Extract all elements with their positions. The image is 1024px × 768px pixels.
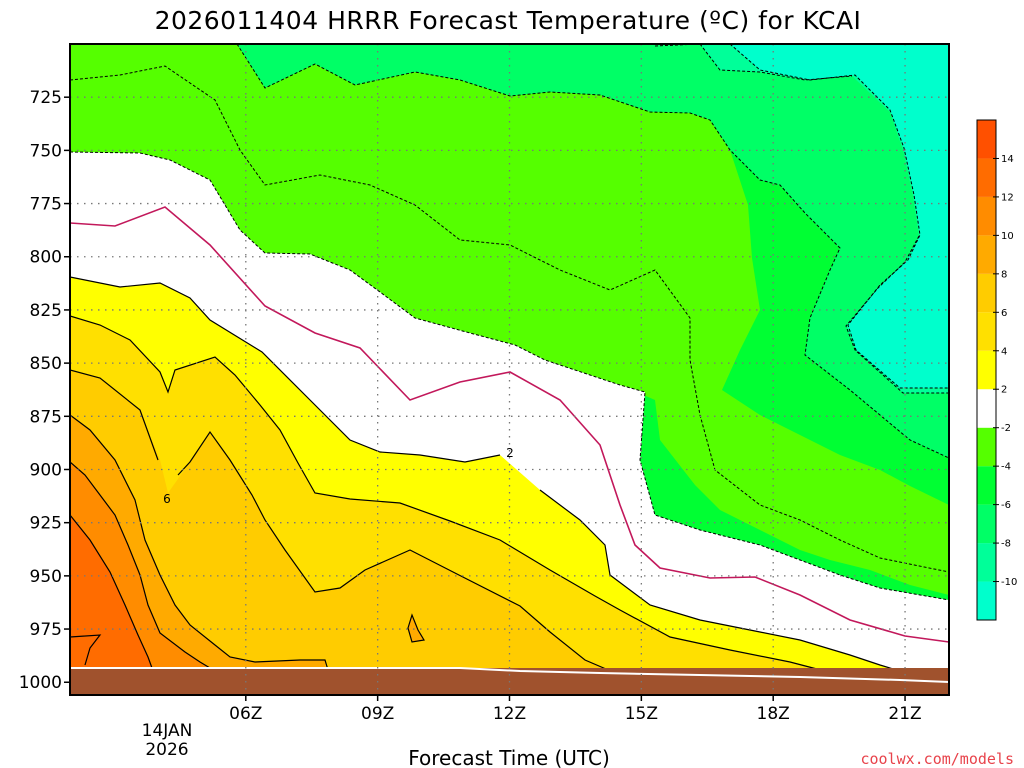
contour-minus-6 — [236, 44, 949, 459]
colorbar-swatch — [977, 427, 996, 467]
colorbar-label: 10 — [1001, 231, 1014, 242]
contour-4 — [70, 276, 949, 681]
colorbar-label: -10 — [1001, 577, 1017, 588]
y-tick-label: 725 — [30, 88, 62, 108]
colorbar: -10 -8 -6 -4 -2 2 4 6 8 10 12 14 — [976, 119, 1017, 621]
y-tick-label: 875 — [30, 407, 62, 427]
y-tick-label: 800 — [30, 248, 62, 268]
contour-label-6: 6 — [163, 492, 171, 506]
colorbar-swatch — [977, 350, 996, 390]
x-axis-title: Forecast Time (UTC) — [408, 746, 610, 768]
contour-minus-2 — [70, 151, 949, 601]
colorbar-swatch — [977, 158, 996, 197]
fill-band-6 — [70, 370, 949, 695]
x-tick-label: 12Z — [493, 704, 526, 724]
contour-minus-10 — [729, 44, 949, 389]
colorbar-label: 8 — [1001, 269, 1007, 280]
colorbar-swatch — [977, 196, 996, 236]
y-tick-label: 775 — [30, 195, 62, 215]
colorbar-label: -6 — [1001, 500, 1011, 511]
x-axis: 06Z 09Z 12Z 15Z 18Z 21Z — [229, 695, 922, 724]
colorbar-swatch — [977, 581, 996, 620]
colorbar-label: 12 — [1001, 192, 1014, 203]
colorbar-swatch — [977, 312, 996, 351]
x-tick-label: 06Z — [229, 704, 262, 724]
fill-band-12 — [70, 515, 152, 668]
y-tick-label: 825 — [30, 301, 62, 321]
y-tick-label: 750 — [30, 141, 62, 161]
colorbar-label: 4 — [1001, 346, 1007, 357]
y-tick-label: 950 — [30, 567, 62, 587]
fill-band-minus-2 — [70, 44, 949, 595]
y-tick-label: 900 — [30, 460, 62, 480]
contour-lines — [70, 44, 949, 691]
x-tick-label: 09Z — [361, 704, 394, 724]
colorbar-label: -4 — [1001, 462, 1011, 473]
colorbar-label: -8 — [1001, 539, 1011, 550]
fill-warm-blob — [408, 615, 424, 642]
x-tick-label: 21Z — [888, 704, 921, 724]
contour-6 — [70, 315, 949, 691]
x-tick-label: 18Z — [757, 704, 790, 724]
colorbar-label: -2 — [1001, 423, 1011, 434]
colorbar-swatch — [977, 504, 996, 544]
colorbar-label: 6 — [1001, 308, 1007, 319]
contour-2 — [70, 206, 949, 643]
credit-text: coolwx.com/models — [860, 750, 1014, 768]
y-tick-label: 925 — [30, 514, 62, 534]
contour-12 — [70, 461, 211, 669]
contour-8 — [70, 369, 621, 676]
ground-edge — [70, 667, 949, 683]
colorbar-swatch — [977, 389, 996, 428]
colorbar-label: 2 — [1001, 385, 1007, 396]
colorbar-swatch — [977, 466, 996, 505]
chart-title: 2026011404 HRRR Forecast Temperature (ºC… — [155, 6, 862, 35]
colorbar-swatch — [977, 120, 996, 159]
contour-surface-cell — [70, 634, 102, 666]
y-axis: 725 750 775 800 825 850 875 900 925 950 975 1000 — [19, 88, 70, 693]
colorbar-swatch — [977, 543, 996, 582]
colorbar-swatch — [977, 273, 996, 313]
x-tick-label: 15Z — [625, 704, 658, 724]
colorbar-label: 14 — [1001, 154, 1014, 165]
y-tick-label: 1000 — [19, 673, 62, 693]
colorbar-swatch — [977, 235, 996, 274]
date-label-year: 2026 — [145, 740, 188, 760]
y-tick-label: 975 — [30, 620, 62, 640]
contour-label-2: 2 — [506, 446, 514, 460]
plot-area — [70, 44, 949, 695]
contour-10 — [70, 414, 329, 671]
contour-14 — [70, 514, 153, 669]
date-label-day: 14JAN — [142, 721, 193, 741]
contour-warm-blob — [407, 613, 425, 643]
colorbar-frame — [976, 119, 997, 621]
y-tick-label: 850 — [30, 354, 62, 374]
